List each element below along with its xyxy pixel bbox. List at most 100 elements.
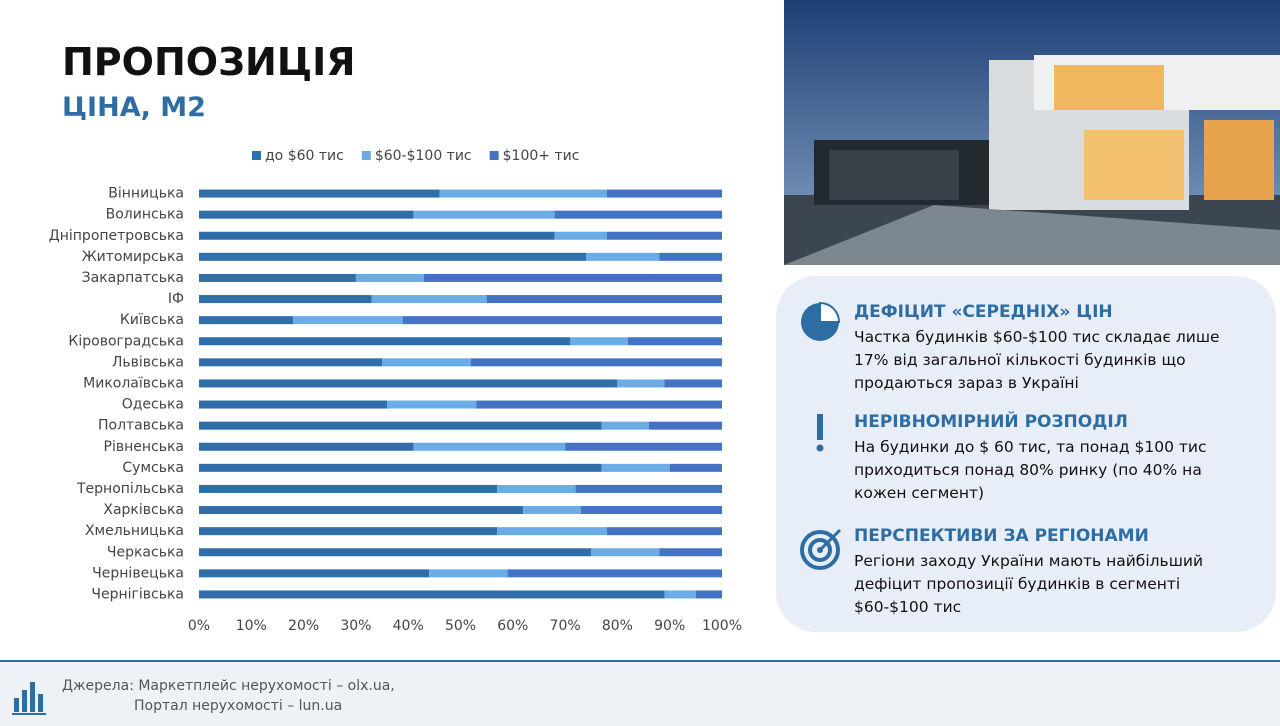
x-tick-label: 80% xyxy=(602,618,633,634)
insight: НЕРІВНОМІРНИЙ РОЗПОДІЛ На будинки до $ 60… xyxy=(854,412,1234,505)
bar-segment xyxy=(606,231,722,240)
x-tick-label: 30% xyxy=(340,618,371,634)
insights-panel: ДЕФІЦИТ «СЕРЕДНІХ» ЦІН Частка будинків $6… xyxy=(776,276,1276,632)
bar-segment xyxy=(199,337,571,346)
x-tick-label: 40% xyxy=(393,618,424,634)
legend-swatch xyxy=(252,151,261,160)
insight-text: Регіони заходу України мають найбільший … xyxy=(854,552,1204,616)
footer: Джерела: Маркетплейс нерухомості – olx.u… xyxy=(0,660,1280,726)
x-tick-label: 100% xyxy=(702,618,742,634)
bar-segment xyxy=(439,189,607,198)
y-tick-label: Волинська xyxy=(106,207,184,223)
bar-segment xyxy=(565,442,722,451)
bar-segment xyxy=(554,231,607,240)
house-photo xyxy=(784,0,1280,265)
x-tick-label: 70% xyxy=(550,618,581,634)
bar-segment xyxy=(199,316,294,325)
icons xyxy=(800,301,842,570)
bar-segment xyxy=(659,252,722,261)
bar-segment xyxy=(293,316,403,325)
bar-segment xyxy=(575,484,722,493)
y-tick-label: Дніпропетровська xyxy=(49,228,184,244)
y-tick-label: Чернігівська xyxy=(91,586,184,602)
subtitle: ЦІНА, М2 xyxy=(62,92,206,123)
bar-segment xyxy=(507,569,722,578)
bar-segment xyxy=(199,252,587,261)
bar-segment xyxy=(470,358,722,367)
bar-segment xyxy=(586,252,660,261)
y-tick-label: Львівська xyxy=(112,354,184,370)
bar-segment xyxy=(199,590,665,599)
bar-segment xyxy=(371,295,487,304)
bar-segment xyxy=(199,527,498,536)
y-tick-label: Сумська xyxy=(122,460,184,476)
x-tick-label: 50% xyxy=(445,618,476,634)
legend-swatch xyxy=(489,151,499,160)
y-tick-label: Кіровоградська xyxy=(68,333,184,349)
insight-text: Частка будинків $60-$100 тис складає лиш… xyxy=(854,328,1220,392)
bar-segment xyxy=(497,527,607,536)
bar-segment xyxy=(659,548,722,557)
x-tick-label: 60% xyxy=(497,618,528,634)
y-tick-label: Черкаська xyxy=(107,544,184,560)
bar-segment xyxy=(601,463,670,472)
bar-segment xyxy=(402,316,722,325)
insight-text: На будинки до $ 60 тис, та понад $100 ти… xyxy=(854,438,1207,502)
bar-segment xyxy=(199,442,414,451)
x-tick-label: 20% xyxy=(288,618,319,634)
bar-segment xyxy=(413,210,555,219)
legend-label: $100+ тис xyxy=(503,148,580,164)
bar-segment xyxy=(382,358,471,367)
insight: ДЕФІЦИТ «СЕРЕДНІХ» ЦІН Частка будинків $6… xyxy=(854,302,1234,395)
x-tick-label: 0% xyxy=(188,618,210,634)
insight: ПЕРСПЕКТИВИ ЗА РЕГІОНАМИ Регіони заходу У… xyxy=(854,526,1234,619)
bar-segment xyxy=(664,590,696,599)
bar-segment xyxy=(580,506,722,515)
footer-text: Портал нерухомості – lun.ua xyxy=(134,698,343,714)
y-tick-label: Полтавська xyxy=(98,418,184,434)
y-tick-label: Рівненська xyxy=(104,439,185,455)
legend-label: $60-$100 тис xyxy=(375,148,472,164)
bar-segment xyxy=(199,548,592,557)
bar-segment xyxy=(413,442,566,451)
x-tick-label: 10% xyxy=(236,618,267,634)
title: ПРОПОЗИЦІЯ xyxy=(62,40,356,84)
y-tick-label: Одеська xyxy=(122,397,184,413)
bar-segment xyxy=(199,231,555,240)
y-tick-label: Харківська xyxy=(103,502,184,518)
bar-segment xyxy=(606,189,722,198)
bar-segment xyxy=(476,400,722,409)
bar-segment xyxy=(199,421,602,430)
bar-segment xyxy=(199,273,356,282)
bar-segment xyxy=(387,400,477,409)
bar-segment xyxy=(199,358,383,367)
bar-segment xyxy=(199,295,372,304)
bar-segment xyxy=(669,463,722,472)
y-tick-label: Хмельницька xyxy=(85,523,184,539)
footer-icon xyxy=(12,682,46,715)
x-tick-label: 90% xyxy=(654,618,685,634)
bar-segment xyxy=(570,337,628,346)
bar-segment xyxy=(486,295,722,304)
legend-swatch xyxy=(361,151,371,160)
bar-segment xyxy=(355,273,424,282)
bar-segment xyxy=(695,590,722,599)
insight-heading: ПЕРСПЕКТИВИ ЗА РЕГІОНАМИ xyxy=(854,526,1149,546)
y-tick-label: Київська xyxy=(120,312,184,328)
insight-heading: НЕРІВНОМІРНИЙ РОЗПОДІЛ xyxy=(854,412,1128,432)
y-tick-label: Вінницька xyxy=(108,186,184,202)
footer-text: Джерела: Маркетплейс нерухомості – olx.u… xyxy=(62,678,395,694)
y-tick-label: ІФ xyxy=(168,291,184,307)
bar-segment xyxy=(627,337,722,346)
y-tick-label: Миколаївська xyxy=(83,375,184,391)
bar-segment xyxy=(199,210,414,219)
bar-segment xyxy=(617,379,665,388)
y-tick-label: Чернівецька xyxy=(92,565,184,581)
bar-segment xyxy=(606,527,722,536)
bar-segment xyxy=(199,189,440,198)
bar-segment xyxy=(591,548,660,557)
legend-label: до $60 тис xyxy=(265,148,344,164)
bar-segment xyxy=(199,379,618,388)
y-tick-label: Тернопільська xyxy=(76,481,184,497)
